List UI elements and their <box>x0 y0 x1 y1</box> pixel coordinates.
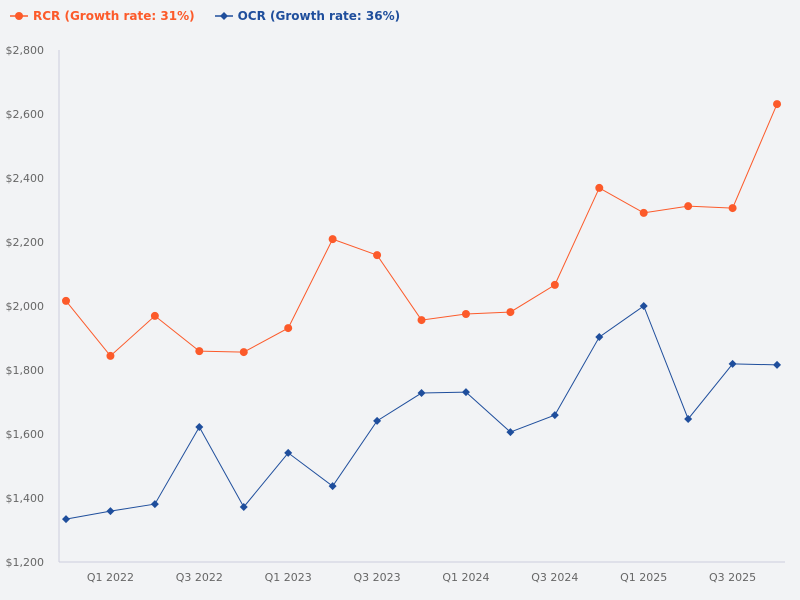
y-tick-label: $1,200 <box>6 556 45 569</box>
data-point <box>684 414 693 423</box>
data-point <box>239 348 248 357</box>
data-point <box>62 296 70 305</box>
data-point <box>328 235 337 244</box>
data-point <box>684 202 693 211</box>
x-tick-label: Q3 2023 <box>354 571 401 584</box>
x-tick-label: Q3 2024 <box>531 571 578 584</box>
data-point <box>461 388 470 397</box>
legend-item-ocr[interactable]: OCR (Growth rate: 36%) <box>214 9 401 23</box>
data-point <box>239 502 248 511</box>
data-point <box>284 448 293 457</box>
data-point <box>195 422 204 431</box>
data-point <box>506 308 515 317</box>
data-point <box>417 389 426 398</box>
legend: RCR (Growth rate: 31%) OCR (Growth rate:… <box>10 9 400 23</box>
data-point <box>150 500 159 509</box>
x-tick-label: Q1 2023 <box>265 571 312 584</box>
data-point <box>150 311 159 320</box>
data-point <box>62 515 70 524</box>
data-point <box>373 416 382 425</box>
y-tick-label: $2,800 <box>6 44 45 57</box>
legend-label-rcr: RCR (Growth rate: 31%) <box>33 9 195 23</box>
data-point <box>195 347 204 356</box>
y-tick-label: $1,400 <box>6 492 45 505</box>
data-point <box>639 208 648 217</box>
data-point <box>328 482 337 491</box>
data-point <box>506 428 515 437</box>
data-point <box>417 316 426 325</box>
data-point <box>773 360 782 369</box>
circle-marker-icon <box>10 12 28 20</box>
y-tick-label: $2,200 <box>6 236 45 249</box>
x-tick-label: Q1 2025 <box>620 571 667 584</box>
data-point <box>728 359 737 368</box>
x-tick-label: Q3 2022 <box>176 571 223 584</box>
data-point <box>550 411 559 420</box>
data-point <box>106 507 115 516</box>
legend-label-ocr: OCR (Growth rate: 36%) <box>237 9 401 23</box>
legend-item-rcr[interactable]: RCR (Growth rate: 31%) <box>10 9 195 23</box>
data-point <box>284 324 293 333</box>
data-point <box>373 251 382 260</box>
diamond-marker-icon <box>214 12 233 20</box>
data-point <box>773 100 782 109</box>
data-point <box>461 310 470 318</box>
y-tick-label: $2,000 <box>6 300 45 313</box>
data-point <box>106 351 115 360</box>
x-tick-label: Q1 2024 <box>442 571 489 584</box>
x-tick-label: Q1 2022 <box>87 571 134 584</box>
y-tick-label: $1,600 <box>6 428 45 441</box>
data-point <box>595 333 604 342</box>
y-tick-label: $2,600 <box>6 108 45 121</box>
x-tick-label: Q3 2025 <box>709 571 756 584</box>
y-tick-label: $2,400 <box>6 172 45 185</box>
data-point <box>595 183 604 192</box>
data-point <box>728 204 737 213</box>
data-point <box>550 280 559 289</box>
series-line-1 <box>65 305 778 520</box>
y-tick-label: $1,800 <box>6 364 45 377</box>
data-point <box>639 302 648 310</box>
